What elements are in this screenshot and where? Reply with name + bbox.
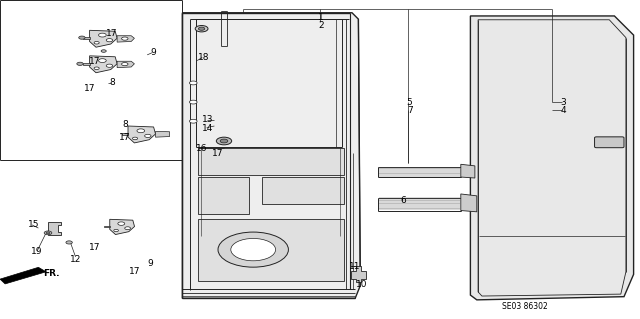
Polygon shape (117, 61, 134, 68)
Circle shape (94, 41, 99, 44)
Circle shape (218, 232, 289, 267)
Circle shape (220, 139, 228, 143)
Circle shape (99, 33, 106, 37)
Polygon shape (117, 36, 134, 42)
Circle shape (79, 36, 85, 39)
Circle shape (106, 39, 113, 42)
Circle shape (66, 241, 72, 244)
Text: 10: 10 (356, 280, 367, 289)
Polygon shape (83, 63, 90, 65)
Polygon shape (83, 37, 90, 39)
Text: 15: 15 (28, 220, 39, 229)
Circle shape (198, 27, 205, 30)
Circle shape (132, 137, 138, 140)
Circle shape (137, 129, 145, 133)
Text: 12: 12 (70, 256, 81, 264)
Text: 17: 17 (129, 267, 140, 276)
Text: 2: 2 (319, 21, 324, 30)
Circle shape (231, 239, 276, 261)
Circle shape (122, 63, 128, 66)
Circle shape (145, 134, 151, 137)
Text: 17: 17 (119, 133, 131, 142)
Text: 18: 18 (198, 53, 209, 62)
Circle shape (44, 231, 52, 235)
Text: 19: 19 (31, 247, 43, 256)
Text: 17: 17 (212, 149, 223, 158)
Circle shape (189, 100, 197, 104)
Circle shape (77, 62, 83, 65)
Polygon shape (351, 266, 366, 282)
Text: 14: 14 (202, 124, 214, 133)
Polygon shape (90, 30, 117, 47)
Circle shape (118, 222, 125, 225)
Circle shape (99, 59, 106, 63)
Circle shape (216, 137, 232, 145)
Text: 8: 8 (109, 78, 115, 87)
Text: 17: 17 (89, 243, 100, 252)
Polygon shape (90, 56, 117, 73)
Polygon shape (198, 219, 344, 281)
Polygon shape (110, 219, 134, 234)
Circle shape (101, 50, 106, 52)
Polygon shape (182, 13, 360, 298)
Text: 11: 11 (349, 262, 361, 271)
Text: FR.: FR. (43, 269, 60, 278)
Text: 9: 9 (151, 48, 156, 57)
Text: 3: 3 (561, 98, 566, 107)
Polygon shape (48, 222, 61, 235)
Polygon shape (461, 164, 475, 178)
Polygon shape (461, 194, 477, 212)
Text: 13: 13 (202, 115, 214, 124)
Polygon shape (198, 148, 344, 175)
Circle shape (195, 26, 208, 32)
Text: 17: 17 (106, 29, 118, 38)
Polygon shape (128, 126, 156, 143)
Text: 7: 7 (407, 106, 412, 115)
Text: 17: 17 (84, 84, 95, 93)
Text: 9: 9 (148, 259, 153, 268)
Polygon shape (122, 133, 128, 135)
Circle shape (106, 64, 113, 67)
Text: 16: 16 (196, 144, 207, 153)
Circle shape (189, 81, 197, 85)
Text: 1: 1 (319, 13, 324, 22)
Circle shape (114, 229, 118, 232)
Text: SE03 86302: SE03 86302 (502, 302, 548, 311)
Text: 5: 5 (407, 98, 412, 107)
Text: 4: 4 (561, 106, 566, 115)
Text: 6: 6 (401, 197, 406, 205)
Polygon shape (104, 226, 110, 227)
Circle shape (122, 37, 128, 40)
FancyBboxPatch shape (595, 137, 624, 148)
Polygon shape (262, 177, 344, 204)
Circle shape (125, 227, 131, 230)
Polygon shape (156, 131, 170, 137)
Circle shape (94, 67, 99, 70)
Polygon shape (198, 177, 249, 214)
Text: 17: 17 (89, 57, 100, 66)
Polygon shape (470, 16, 634, 300)
Polygon shape (0, 267, 46, 284)
Circle shape (46, 232, 50, 234)
Circle shape (189, 119, 197, 123)
Text: 8: 8 (122, 120, 127, 129)
